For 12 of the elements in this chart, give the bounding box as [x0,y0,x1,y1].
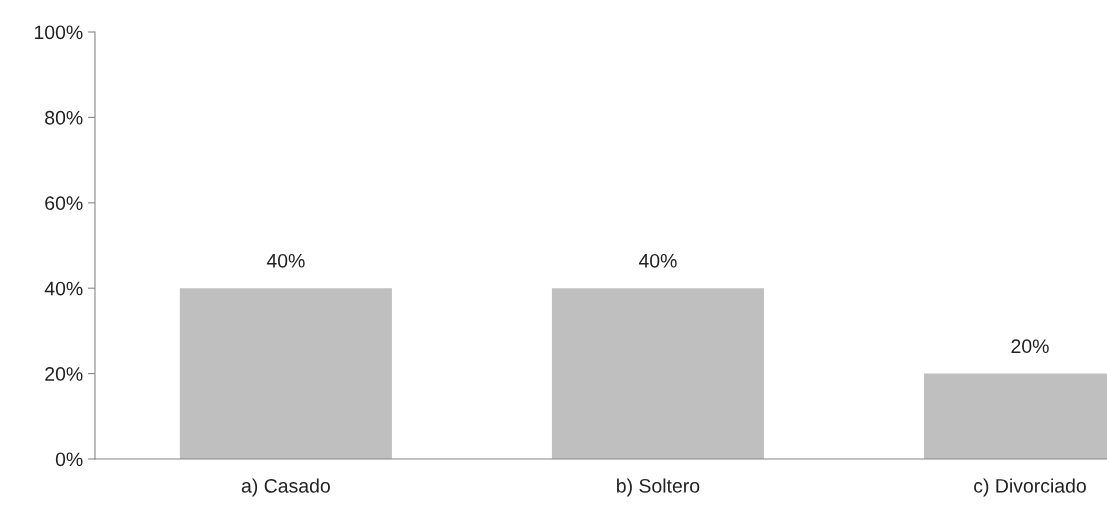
x-tick-label: a) Casado [241,478,330,497]
y-tick-label: 100% [34,25,83,40]
y-tick-label: 20% [45,367,83,381]
y-tick-label: 80% [45,110,83,125]
y-tick-label: 60% [45,196,83,211]
data-label: 40% [266,253,305,268]
x-tick-label: c) Divorciado [974,478,1086,497]
y-tick-label: 40% [44,281,83,296]
y-tick-label: 0% [55,452,83,467]
x-tick-label: b) Soltero [617,478,700,497]
data-label: 20% [1011,339,1049,354]
data-label: 40% [638,253,677,268]
